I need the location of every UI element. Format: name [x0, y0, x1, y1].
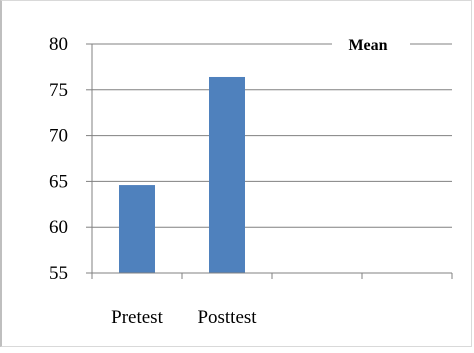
x-axis-tick-labels: Pretest Posttest	[111, 307, 257, 328]
chart-frame: 55 60 65 70 75 80 Pretest Posttest Mean	[0, 0, 472, 347]
y-tick-label-55: 55	[49, 263, 68, 284]
y-tick-label-60: 60	[49, 217, 68, 238]
y-tick-label-70: 70	[49, 126, 68, 147]
bar-chart: 55 60 65 70 75 80 Pretest Posttest Mean	[49, 34, 453, 328]
bar-posttest	[209, 76, 245, 273]
y-tick-label-80: 80	[49, 34, 68, 55]
y-axis-tick-labels: 55 60 65 70 75 80	[49, 34, 93, 284]
legend-label: Mean	[348, 37, 387, 54]
legend-background	[332, 34, 410, 56]
y-tick-label-65: 65	[49, 171, 68, 192]
x-tick-label-posttest: Posttest	[197, 307, 257, 328]
y-tick-label-75: 75	[49, 80, 68, 101]
x-tick-label-pretest: Pretest	[111, 307, 163, 328]
bar-pretest	[119, 185, 155, 273]
bars	[119, 76, 245, 273]
grid-lines	[92, 43, 452, 228]
x-axis	[91, 272, 453, 279]
